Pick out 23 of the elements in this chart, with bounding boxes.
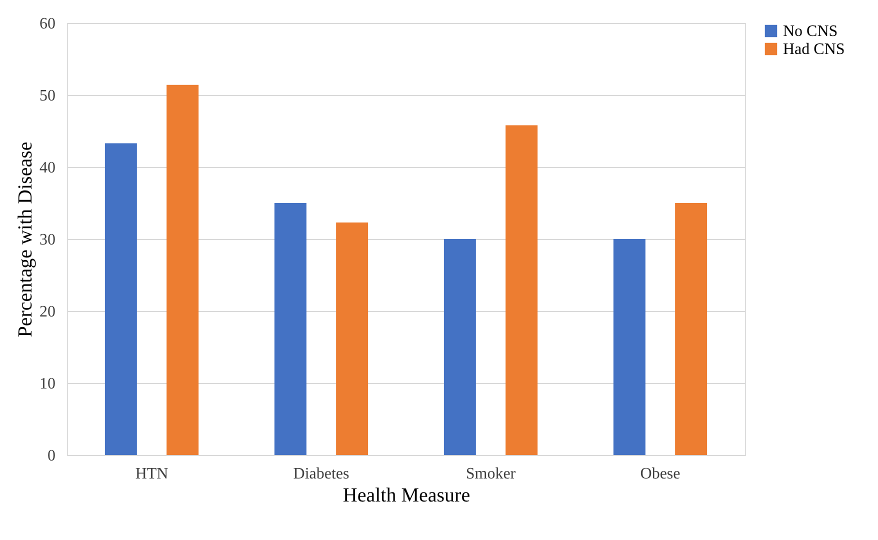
y-tick-label: 10 bbox=[40, 376, 56, 392]
bar bbox=[675, 203, 708, 455]
x-tick-label: Smoker bbox=[466, 466, 516, 482]
bar bbox=[274, 203, 306, 455]
legend-label: No CNS bbox=[783, 23, 838, 40]
bar bbox=[336, 222, 368, 455]
y-axis-title: Percentage with Disease bbox=[14, 142, 36, 338]
bar bbox=[444, 239, 476, 455]
y-tick-label: 20 bbox=[40, 304, 56, 320]
y-tick-label: 60 bbox=[40, 16, 56, 32]
bar bbox=[506, 125, 538, 455]
bar bbox=[166, 84, 199, 455]
x-tick-label: Diabetes bbox=[293, 466, 350, 482]
y-tick-label: 30 bbox=[40, 232, 56, 248]
bar bbox=[613, 239, 646, 455]
y-tick-label: 40 bbox=[40, 160, 56, 176]
y-tick-label: 50 bbox=[40, 88, 56, 104]
x-axis-title: Health Measure bbox=[342, 484, 470, 506]
y-tick-label: 0 bbox=[48, 448, 56, 464]
x-tick-label: HTN bbox=[135, 466, 169, 482]
legend-label: Had CNS bbox=[783, 41, 845, 58]
bar bbox=[104, 143, 137, 455]
x-tick-label: Obese bbox=[640, 466, 680, 482]
